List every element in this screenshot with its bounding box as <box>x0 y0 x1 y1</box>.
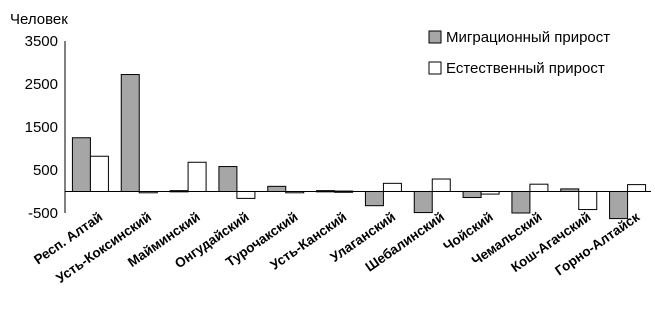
y-axis-title: Человек <box>10 11 68 28</box>
y-tick-label: 2500 <box>25 76 58 93</box>
category-label: Горно-Алтайск <box>552 209 642 278</box>
legend-label: Естественный прирост <box>446 60 605 77</box>
legend: Миграционный прирост Естественный прирост <box>428 29 610 77</box>
bar-natural <box>382 182 402 193</box>
legend-label: Миграционный прирост <box>446 29 610 46</box>
bar-migration <box>462 191 482 199</box>
bar-natural <box>89 155 109 193</box>
bar-migration <box>267 185 287 192</box>
legend-swatch <box>428 30 442 44</box>
y-tick-label: -500 <box>28 205 58 222</box>
bar-migration <box>120 74 140 192</box>
y-tick-label: 1500 <box>25 119 58 136</box>
legend-swatch <box>428 61 442 75</box>
y-tick-label: 3500 <box>25 33 58 50</box>
bar-natural <box>578 191 598 211</box>
bar-migration <box>364 191 384 207</box>
bars <box>71 74 647 220</box>
bar-migration <box>511 191 531 214</box>
bar-natural <box>236 191 256 199</box>
bar-natural <box>627 184 647 192</box>
category-labels: Респ. АлтайУсть-КоксинскийМайминскийОнгу… <box>31 209 642 286</box>
bar-natural <box>187 161 207 192</box>
bar-migration <box>218 166 238 192</box>
bar-natural <box>529 183 549 193</box>
y-tick-labels: 3500 2500 1500 500 -500 <box>25 33 58 222</box>
bar-migration <box>71 137 91 192</box>
y-tick-label: 500 <box>33 162 58 179</box>
bar-natural <box>431 178 451 192</box>
bar-migration <box>413 191 433 214</box>
